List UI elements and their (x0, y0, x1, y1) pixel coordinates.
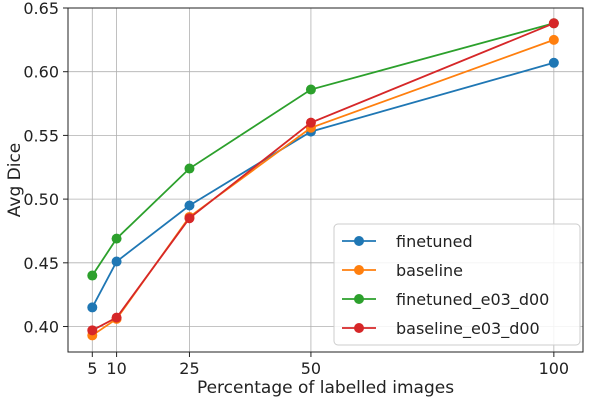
legend-label: baseline (396, 261, 463, 280)
x-axis-ticks: 5 10 25 50 100 (87, 352, 569, 378)
data-point-finetuned (184, 200, 195, 211)
series-group (87, 18, 559, 341)
legend-swatch-marker (354, 265, 364, 275)
data-point-baseline_e03_d00 (548, 18, 559, 29)
data-point-finetuned (111, 256, 122, 267)
x-tick-label: 10 (106, 359, 126, 378)
plot-frame (67, 7, 584, 353)
data-point-baseline_e03_d00 (87, 325, 98, 336)
data-point-finetuned_e03_d00 (184, 163, 195, 174)
y-axis-ticks: 0.40 0.45 0.50 0.55 0.60 0.65 (23, 0, 68, 337)
y-tick-label: 0.60 (23, 63, 59, 82)
legend: finetuned baseline finetuned_e03_d00baseli… (333, 223, 581, 346)
data-point-baseline_e03_d00 (305, 117, 316, 128)
x-tick-label: 5 (87, 359, 97, 378)
legend-label: finetuned (396, 232, 473, 251)
legend-box (333, 223, 581, 346)
legend-item: baseline (342, 261, 463, 280)
series-baseline_e03_d00 (87, 18, 559, 336)
y-tick-label: 0.40 (23, 318, 59, 337)
legend-swatch-marker (354, 236, 364, 246)
data-point-baseline_e03_d00 (184, 213, 195, 224)
data-point-finetuned_e03_d00 (305, 84, 316, 95)
y-tick-label: 0.45 (23, 254, 59, 273)
data-point-baseline_e03_d00 (111, 312, 122, 323)
legend-swatch-marker (354, 323, 364, 333)
legend-item: finetuned (342, 232, 473, 251)
x-tick-label: 100 (539, 359, 570, 378)
y-tick-label: 0.50 (23, 190, 59, 209)
legend-label: baseline_e03_d00 (396, 319, 540, 339)
legend-item: finetuned_e03_d00 (342, 290, 549, 310)
data-point-finetuned_e03_d00 (87, 270, 98, 281)
data-point-finetuned_e03_d00 (111, 233, 122, 244)
x-tick-label: 50 (301, 359, 321, 378)
legend-label: finetuned_e03_d00 (396, 290, 549, 310)
x-tick-label: 25 (179, 359, 199, 378)
data-point-baseline (548, 34, 559, 45)
x-axis-label: Percentage of labelled images (197, 378, 454, 398)
y-tick-label: 0.55 (23, 126, 59, 145)
y-axis-label: Avg Dice (5, 143, 25, 218)
legend-swatch-marker (354, 294, 364, 304)
data-point-finetuned (87, 302, 98, 313)
data-point-finetuned (548, 57, 559, 68)
y-tick-label: 0.65 (23, 0, 59, 18)
legend-item: baseline_e03_d00 (342, 319, 540, 339)
